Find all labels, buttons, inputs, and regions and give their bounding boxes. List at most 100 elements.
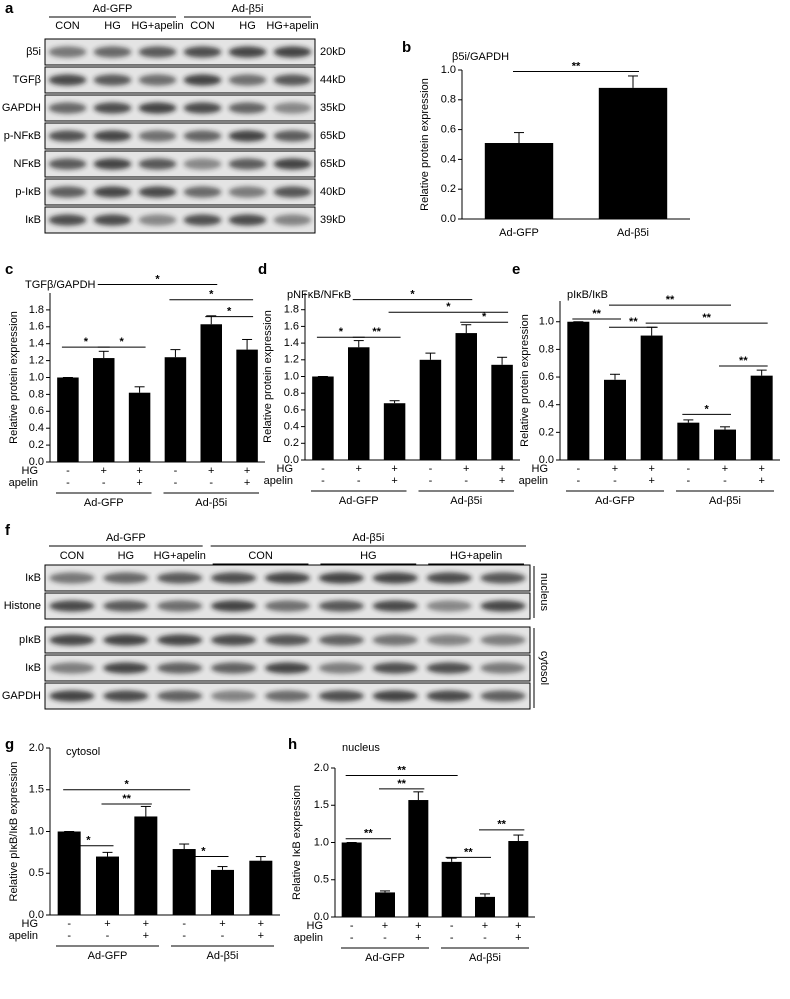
- condition-mark: +: [391, 475, 397, 487]
- y-tick-label: 0.0: [29, 456, 44, 468]
- condition-mark: -: [182, 930, 186, 942]
- band: [103, 634, 149, 646]
- band: [480, 572, 526, 584]
- bar: [348, 347, 370, 460]
- bar: [408, 800, 429, 917]
- band: [480, 690, 526, 702]
- significance-label: **: [464, 846, 473, 858]
- band: [264, 600, 311, 612]
- condition-mark: +: [136, 477, 142, 489]
- condition-mark: +: [136, 465, 142, 477]
- group-label: Ad-GFP: [339, 495, 379, 507]
- condition-mark: +: [482, 920, 488, 932]
- condition-mark: +: [648, 463, 654, 475]
- condition-mark: -: [66, 477, 70, 489]
- y-tick-label: 0.4: [539, 399, 554, 411]
- blot-strip: [44, 38, 316, 66]
- band: [426, 600, 472, 612]
- lane-label: CON: [55, 20, 80, 32]
- significance-label: **: [372, 326, 381, 338]
- significance-label: *: [155, 273, 160, 285]
- y-axis-label: Relative protein expression: [419, 78, 431, 211]
- band: [48, 130, 87, 142]
- condition-mark: +: [463, 463, 469, 475]
- condition-mark: -: [67, 918, 71, 930]
- panel-letter: g: [5, 736, 14, 753]
- bar: [57, 377, 79, 462]
- condition-mark: -: [483, 932, 487, 944]
- group-label: Ad-GFP: [84, 497, 124, 509]
- blot-strip: [44, 150, 316, 178]
- condition-mark: +: [104, 918, 110, 930]
- y-axis-label: Relative protein expression: [262, 310, 274, 443]
- condition-mark: +: [499, 475, 505, 487]
- band: [157, 662, 203, 674]
- condition-mark: -: [450, 932, 454, 944]
- band: [480, 634, 526, 646]
- y-tick-label: 2.0: [29, 742, 44, 754]
- row-label: GAPDH: [2, 102, 41, 114]
- condition-mark: +: [356, 463, 362, 475]
- bar: [484, 143, 554, 219]
- y-tick-label: 1.0: [314, 836, 329, 848]
- band: [210, 600, 257, 612]
- significance-label: *: [446, 301, 451, 313]
- y-tick-label: 0.6: [29, 405, 44, 417]
- bar: [508, 841, 529, 917]
- band: [49, 572, 95, 584]
- band: [93, 130, 132, 142]
- y-tick-label: 1.2: [284, 354, 299, 366]
- row-label: TGFβ: [13, 74, 41, 86]
- panel-letter: c: [5, 261, 13, 278]
- band: [372, 662, 418, 674]
- band: [264, 690, 311, 702]
- band: [183, 46, 222, 58]
- condition-mark: +: [391, 463, 397, 475]
- bar: [604, 379, 626, 460]
- lane-label: HG: [360, 550, 377, 562]
- significance-label: *: [125, 779, 130, 791]
- group-label: Ad-GFP: [365, 952, 405, 964]
- band: [49, 662, 95, 674]
- significance-label: *: [705, 403, 710, 415]
- band: [480, 662, 526, 674]
- band: [103, 662, 149, 674]
- bar: [491, 364, 513, 460]
- band: [49, 600, 95, 612]
- band: [48, 46, 87, 58]
- bar: [419, 359, 442, 460]
- row-label: IκB: [25, 214, 41, 226]
- significance-label: *: [410, 289, 415, 301]
- row-label: p-NFκB: [4, 130, 41, 142]
- lane-label: HG+apelin: [266, 20, 318, 32]
- significance-label: **: [364, 828, 373, 840]
- group-label: Ad-GFP: [595, 495, 635, 507]
- lane-label: HG+apelin: [450, 550, 502, 562]
- band: [138, 214, 177, 226]
- y-tick-label: 1.2: [29, 355, 44, 367]
- group-label: Ad-β5i: [450, 495, 482, 507]
- lane-label: HG: [104, 20, 121, 32]
- y-tick-label: 0.6: [539, 371, 554, 383]
- band: [372, 634, 418, 646]
- band: [372, 690, 418, 702]
- condition-label: HG: [532, 463, 549, 475]
- bar: [383, 403, 406, 460]
- row-label: Histone: [4, 600, 41, 612]
- chart-title: pNFκB/NFκB: [287, 289, 351, 301]
- y-tick-label: 0.2: [284, 437, 299, 449]
- significance-label: *: [209, 289, 214, 301]
- lane-label: HG+apelin: [154, 550, 206, 562]
- condition-mark: -: [321, 463, 325, 475]
- y-tick-label: 2.0: [314, 762, 329, 774]
- group-label: Ad-β5i: [195, 497, 227, 509]
- size-label: 65kD: [320, 158, 346, 170]
- band: [157, 600, 203, 612]
- panel-letter: f: [5, 522, 11, 539]
- condition-mark: -: [450, 920, 454, 932]
- condition-mark: -: [686, 463, 690, 475]
- significance-label: **: [397, 764, 406, 776]
- bar: [128, 392, 151, 462]
- y-tick-label: 0.6: [284, 404, 299, 416]
- x-tick-label: Ad-β5i: [617, 227, 649, 239]
